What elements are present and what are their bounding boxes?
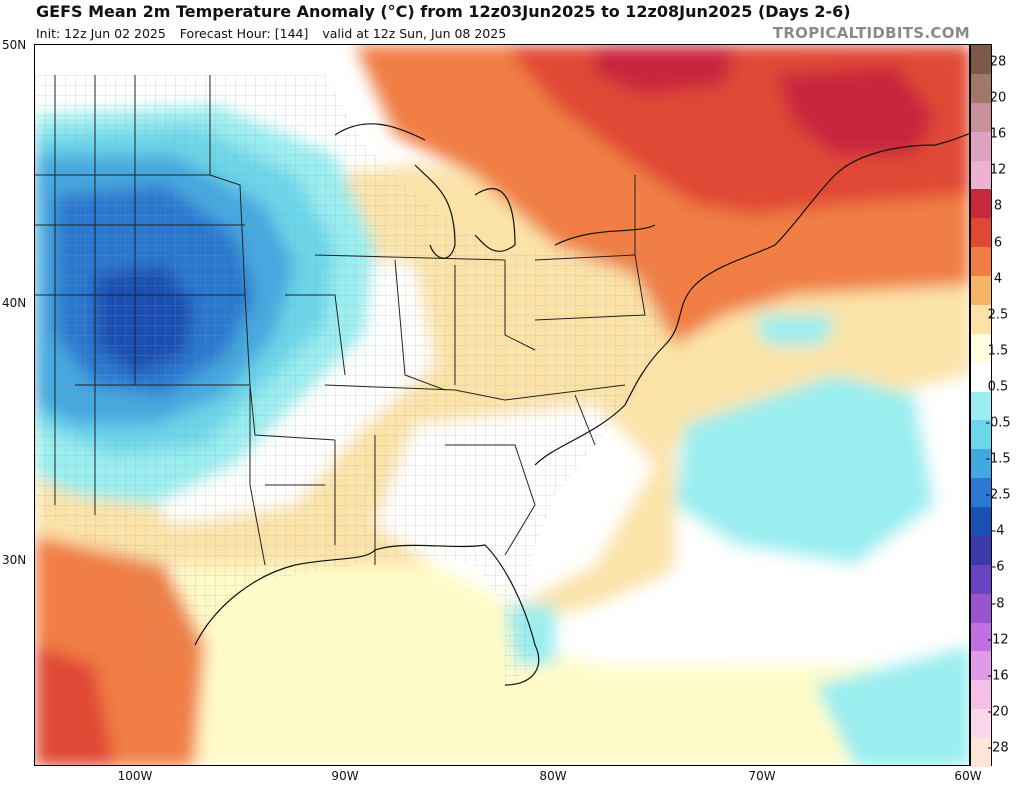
lon-label-100w: 100W [117,769,153,783]
lat-label-40n: 40N [2,296,27,310]
colorbar-segment [971,247,991,276]
state-borders [35,75,646,566]
colorbar-segment [971,651,991,681]
colorbar-segment [971,304,991,334]
colorbar-segment [971,102,991,132]
map-title: GEFS Mean 2m Temperature Anomaly (°C) fr… [36,2,851,21]
colorbar-tick-label: -6 [991,559,1005,575]
lon-label-60w: 60W [954,769,982,783]
colorbar-segment [971,160,991,190]
colorbar [970,44,992,767]
lon-label-80w: 80W [539,769,567,783]
colorbar-tick-label: 1.5 [987,343,1009,359]
county-grid [35,75,675,685]
colorbar-tick-label: 0.5 [987,379,1009,395]
colorbar-segment [971,131,991,161]
forecast-hour: Forecast Hour: [144] [179,26,309,41]
anomaly-map [34,44,970,766]
colorbar-tick-label: 12 [989,162,1007,178]
colorbar-segment [971,391,991,421]
colorbar-segment [971,593,991,623]
colorbar-tick-label: -1.5 [985,451,1011,467]
colorbar-tick-label: -4 [991,523,1005,539]
colorbar-segment [971,507,991,536]
colorbar-segment [971,535,991,565]
colorbar-tick-label: 16 [989,126,1007,142]
colorbar-segment [971,420,991,450]
colorbar-tick-label: -16 [987,668,1009,684]
colorbar-tick-label: -20 [987,704,1009,720]
colorbar-segment [971,478,991,507]
colorbar-tick-label: -8 [991,596,1005,612]
init-time: Init: 12z Jun 02 2025 [36,26,166,41]
source-credit: TROPICALTIDBITS.COM [772,24,970,42]
colorbar-segment [971,622,991,652]
lat-label-50n: 50N [2,38,27,52]
colorbar-segment [971,189,991,219]
colorbar-segment [971,449,991,479]
colorbar-tick-label: -2.5 [985,487,1011,503]
colorbar-tick-label: 20 [989,90,1007,106]
colorbar-tick-label: -28 [987,740,1009,756]
colorbar-tick-label: 2.5 [987,307,1009,323]
coastlines [194,123,969,686]
colorbar-segment [971,73,991,103]
lon-label-90w: 90W [331,769,359,783]
colorbar-segment [971,218,991,248]
colorbar-segment [971,680,991,710]
lat-label-30n: 30N [2,553,27,567]
colorbar-tick-label: 4 [993,271,1003,287]
colorbar-segment [971,738,991,767]
colorbar-tick-label: -0.5 [985,415,1011,431]
map-svg [35,45,969,765]
colorbar-tick-label: 28 [989,54,1007,70]
colorbar-segment [971,276,991,305]
colorbar-segment [971,45,991,74]
map-subtitle: Init: 12z Jun 02 2025 Forecast Hour: [14… [36,26,516,41]
colorbar-segment [971,333,991,363]
colorbar-tick-label: 6 [993,235,1003,251]
colorbar-tick-label: -12 [987,632,1009,648]
colorbar-segment [971,709,991,738]
lon-label-70w: 70W [748,769,776,783]
colorbar-segment [971,564,991,594]
colorbar-segment [971,362,991,392]
colorbar-tick-label: 8 [993,198,1003,214]
valid-time: valid at 12z Sun, Jun 08 2025 [322,26,507,41]
